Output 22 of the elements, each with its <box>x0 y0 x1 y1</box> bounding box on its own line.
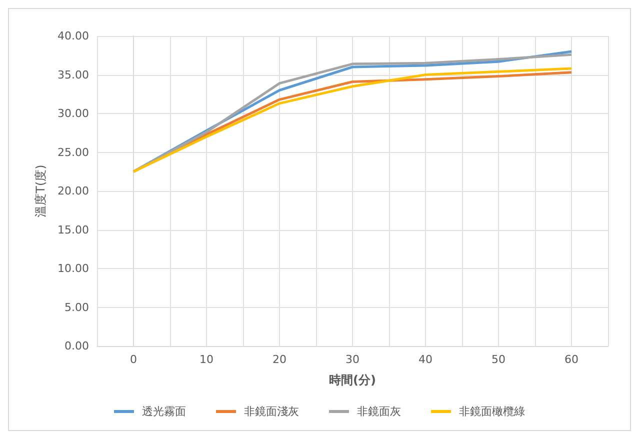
x-tick-label: 0 <box>130 353 137 366</box>
y-tick-label: 5.00 <box>64 300 89 314</box>
y-tick-label: 35.00 <box>58 68 89 82</box>
y-tick-label: 15.00 <box>58 223 89 236</box>
y-tick-label: 10.00 <box>58 262 89 275</box>
x-tick-label: 60 <box>564 353 578 366</box>
x-axis-title: 時間(分) <box>329 373 376 387</box>
y-tick-label: 25.00 <box>58 146 89 159</box>
y-tick-label: 20.00 <box>58 184 89 198</box>
y-tick-label: 0.00 <box>64 340 89 352</box>
y-tick-label: 30.00 <box>58 107 89 120</box>
legend-label: 非鏡面橄欖綠 <box>459 405 525 418</box>
x-tick-label: 50 <box>492 353 506 366</box>
x-tick-label: 40 <box>418 353 432 366</box>
x-tick-label: 30 <box>346 353 360 366</box>
legend-label: 非鏡面淺灰 <box>244 405 299 418</box>
x-tick-label: 20 <box>272 353 286 366</box>
y-tick-label: 40.00 <box>58 30 89 42</box>
legend-label: 非鏡面灰 <box>357 405 401 418</box>
x-tick-label: 10 <box>200 353 214 366</box>
legend-label: 透光霧面 <box>142 405 186 418</box>
y-axis-title: 溫度T(度) <box>34 164 48 218</box>
